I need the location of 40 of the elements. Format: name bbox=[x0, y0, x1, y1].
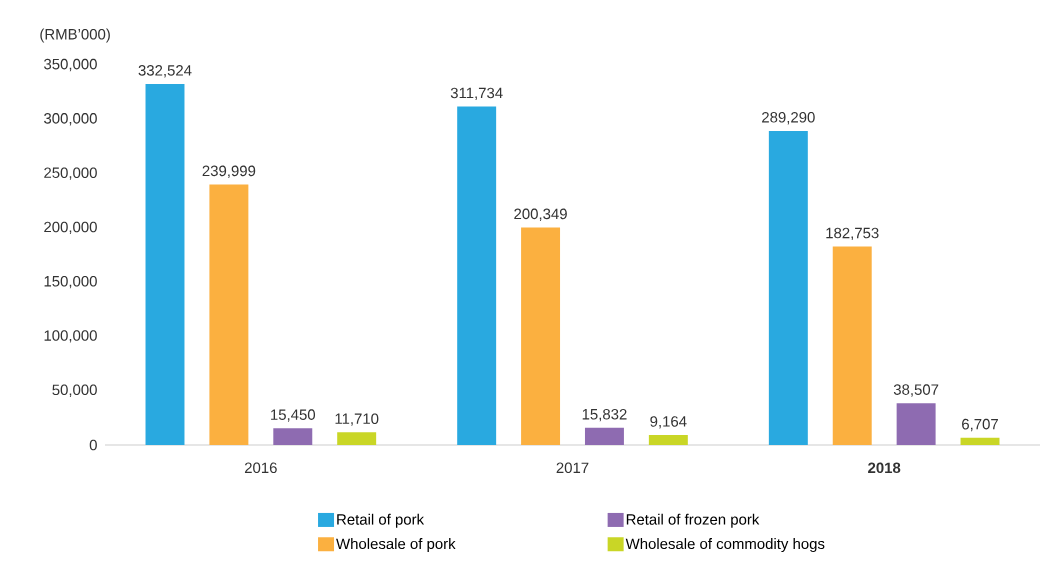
data-label: 38,507 bbox=[893, 384, 939, 397]
bar bbox=[832, 246, 872, 445]
bar bbox=[273, 428, 313, 445]
x-tick-label: 2017 bbox=[556, 462, 589, 474]
bar bbox=[960, 437, 1000, 445]
bar bbox=[584, 427, 624, 445]
bar bbox=[648, 435, 688, 445]
legend-label: Wholesale of pork bbox=[336, 538, 456, 553]
x-tick-label: 2018 bbox=[868, 462, 901, 474]
data-label: 332,524 bbox=[138, 65, 192, 78]
data-label: 6,707 bbox=[962, 418, 998, 432]
legend-label: Retail of frozen pork bbox=[626, 513, 760, 528]
data-label: 311,734 bbox=[450, 87, 503, 101]
y-tick-label: 200,000 bbox=[44, 221, 97, 235]
data-label: 11,710 bbox=[335, 413, 379, 426]
legend-label: Wholesale of commodity hogs bbox=[625, 538, 825, 553]
y-axis-title: (RMB’000) bbox=[40, 28, 110, 43]
legend-label: Retail of pork bbox=[337, 513, 425, 528]
data-label: 289,290 bbox=[762, 112, 815, 125]
bar bbox=[768, 130, 808, 445]
bar bbox=[896, 403, 936, 445]
y-tick-label: 0 bbox=[89, 439, 97, 451]
y-tick-label: 250,000 bbox=[44, 167, 97, 180]
y-tick-label: 100,000 bbox=[44, 330, 97, 343]
bar bbox=[209, 184, 249, 445]
x-tick-label: 2016 bbox=[244, 462, 277, 474]
bar bbox=[521, 227, 561, 445]
data-label: 15,450 bbox=[271, 409, 316, 422]
y-tick-label: 300,000 bbox=[44, 113, 97, 126]
data-label: 15,832 bbox=[582, 408, 627, 422]
bar bbox=[145, 83, 185, 445]
y-tick-label: 150,000 bbox=[44, 275, 97, 289]
y-tick-label: 50,000 bbox=[52, 384, 97, 397]
data-label: 182,753 bbox=[826, 227, 879, 241]
data-label: 9,164 bbox=[650, 416, 687, 429]
data-label: 200,349 bbox=[514, 208, 567, 221]
bar bbox=[337, 432, 377, 445]
bar bbox=[457, 106, 497, 445]
data-label: 239,999 bbox=[202, 165, 256, 178]
y-tick-label: 350,000 bbox=[44, 58, 97, 72]
